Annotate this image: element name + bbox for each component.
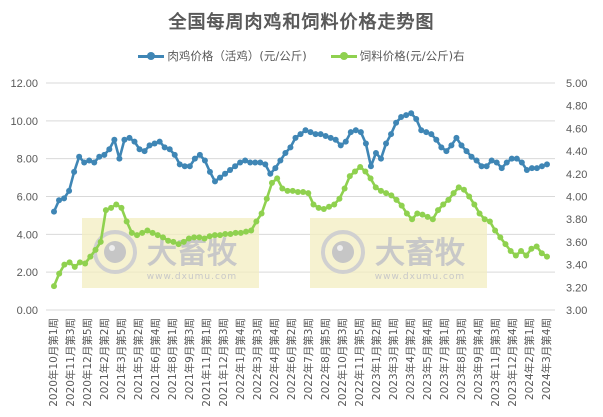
svg-text:大畜牧: 大畜牧 [147, 236, 238, 271]
x-tick: 2021年6月第4周 [149, 318, 162, 400]
x-tick: 2020年11月第3周 [64, 318, 77, 407]
y-axis-left: 0.00 2.00 4.00 6.00 8.00 10.00 12.00 [10, 78, 38, 317]
x-tick: 2021年9月第3周 [183, 318, 196, 400]
y-right-tick: 4.40 [566, 146, 587, 158]
svg-text:www.dxumu.com: www.dxumu.com [147, 272, 237, 282]
y-left-tick: 2.00 [17, 267, 38, 279]
x-axis: 2020年10月第1周 2020年11月第3周 2020年12月第5周 2021年2月… [47, 318, 553, 407]
x-tick: 2020年12月第5周 [81, 318, 94, 407]
y-right-tick: 4.80 [566, 101, 587, 113]
x-tick: 2023年1月第2周 [370, 318, 383, 400]
x-tick: 2023年9月第4周 [472, 318, 485, 400]
series-lines [51, 110, 550, 290]
x-tick: 2023年5月第4周 [421, 318, 434, 400]
x-tick: 2020年10月第1周 [47, 318, 60, 407]
y-right-tick: 3.00 [566, 305, 587, 317]
y-left-tick: 6.00 [17, 192, 38, 204]
x-tick: 2024年2月第1周 [523, 318, 536, 400]
chart-title: 全国每周肉鸡和饲料价格走势图 [168, 12, 435, 33]
legend-marker-chicken-icon [138, 52, 165, 60]
x-tick: 2022年3月第3周 [251, 318, 264, 400]
x-tick: 2022年10月第3周 [336, 318, 349, 407]
x-tick: 2021年2月第2周 [98, 318, 111, 400]
x-tick: 2023年7月第1周 [438, 318, 451, 400]
y-right-tick: 4.60 [566, 123, 587, 135]
y-right-tick: 3.80 [566, 214, 587, 226]
x-tick: 2023年11月第3周 [489, 318, 502, 407]
legend: 肉鸡价格（活鸡）(元/公斤) 饲料价格(元/公斤)右 [0, 48, 603, 64]
y-right-tick: 3.40 [566, 260, 587, 272]
legend-marker-feed-icon [330, 52, 357, 60]
svg-text:www.dxumu.com: www.dxumu.com [375, 272, 465, 282]
y-right-tick: 4.00 [566, 192, 587, 204]
y-left-tick: 10.00 [10, 116, 38, 128]
x-tick: 2023年4月第2周 [404, 318, 417, 400]
y-left-tick: 4.00 [17, 229, 38, 241]
legend-item-chicken[interactable]: 肉鸡价格（活鸡）(元/公斤) [138, 48, 307, 64]
x-tick: 2022年6月第2周 [285, 318, 298, 400]
y-left-tick: 0.00 [17, 305, 38, 317]
legend-label-feed: 饲料价格(元/公斤)右 [359, 49, 465, 63]
x-tick: 2023年3月第1周 [387, 318, 400, 400]
x-tick: 2021年8月第1周 [166, 318, 179, 400]
x-tick: 2022年8月第5周 [319, 318, 332, 400]
x-tick: 2022年1月第4周 [234, 318, 247, 400]
y-right-tick: 5.00 [566, 78, 587, 90]
x-tick: 2022年11月第5周 [353, 318, 366, 407]
y-right-tick: 3.20 [566, 282, 587, 294]
x-tick: 2023年12月第4周 [506, 318, 519, 407]
y-axis-right: 3.00 3.20 3.40 3.60 3.80 4.00 4.20 4.40 4.60 4.80… [566, 78, 587, 317]
x-tick: 2023年8月第3周 [455, 318, 468, 400]
x-tick: 2024年3月第4周 [540, 318, 553, 400]
legend-label-chicken: 肉鸡价格（活鸡）(元/公斤) [167, 49, 307, 63]
y-left-tick: 8.00 [17, 154, 38, 166]
legend-item-feed[interactable]: 饲料价格(元/公斤)右 [330, 48, 465, 64]
x-tick: 2021年5月第2周 [132, 318, 145, 400]
x-tick: 2021年3月第5周 [115, 318, 128, 400]
y-right-tick: 3.60 [566, 237, 587, 249]
x-tick: 2022年4月第4周 [268, 318, 281, 400]
x-tick: 2021年12月第3周 [217, 318, 230, 407]
x-tick: 2021年11月第1周 [200, 318, 213, 407]
y-left-tick: 12.00 [10, 78, 38, 90]
y-right-tick: 4.20 [566, 169, 587, 181]
x-tick: 2022年7月第3周 [302, 318, 315, 400]
svg-text:大畜牧: 大畜牧 [375, 236, 466, 271]
